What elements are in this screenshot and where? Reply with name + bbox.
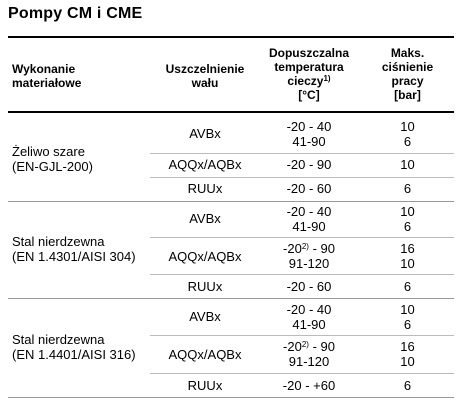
seal-cell: AQQx/AQBx	[168, 347, 242, 362]
group-divider	[8, 298, 454, 299]
pressure-cell: 10 6	[400, 119, 415, 149]
header-seal: Uszczelnienie wału	[165, 62, 245, 90]
header-material: Wykonanie materiałowe	[12, 62, 82, 90]
pressure-cell: 10 6	[400, 204, 415, 234]
header-temperature: Dopuszczalna temperatura cieczy1) [°C]	[268, 46, 349, 102]
temperature-cell: -20 - 40 41-90	[286, 302, 332, 332]
row-divider	[150, 335, 454, 336]
header-pressure: Maks. ciśnienie pracy [bar]	[381, 46, 434, 102]
material-cell: Żeliwo szare (EN-GJL-200)	[12, 144, 93, 174]
pressure-cell: 16 10	[400, 339, 415, 369]
temperature-cell: -20 - 60	[286, 181, 332, 196]
pressure-cell: 6	[403, 378, 412, 393]
temperature-cell: -20 - 40 41-90	[286, 204, 332, 234]
row-divider	[150, 274, 454, 275]
temperature-cell: -202) - 90 91-120	[283, 339, 335, 369]
temperature-cell: -20 - 40 41-90	[286, 119, 332, 149]
pressure-cell: 10 6	[400, 302, 415, 332]
header-bottom-rule	[8, 111, 454, 113]
seal-cell: RUUx	[187, 181, 223, 196]
row-divider	[150, 237, 454, 238]
seal-cell: AVBx	[189, 211, 221, 226]
temperature-cell: -20 - 60	[286, 279, 332, 294]
seal-cell: AQQx/AQBx	[168, 157, 242, 172]
pressure-cell: 6	[403, 279, 412, 294]
pressure-cell: 16 10	[400, 241, 415, 271]
temperature-cell: -202) - 90 91-120	[283, 241, 335, 271]
temperature-cell: -20 - +60	[282, 378, 336, 393]
page-title: Pompy CM i CME	[8, 5, 143, 22]
group-divider	[8, 201, 454, 202]
row-divider	[150, 373, 454, 374]
material-cell: Stal nierdzewna (EN 1.4301/AISI 304)	[12, 234, 136, 264]
pressure-cell: 6	[403, 181, 412, 196]
seal-cell: AVBx	[189, 126, 221, 141]
table-bottom-rule	[8, 397, 454, 398]
row-divider	[150, 177, 454, 178]
seal-cell: RUUx	[187, 279, 223, 294]
row-divider	[150, 153, 454, 154]
seal-cell: RUUx	[187, 378, 223, 393]
table-top-rule	[8, 36, 454, 38]
temperature-cell: -20 - 90	[286, 157, 332, 172]
seal-cell: AVBx	[189, 309, 221, 324]
pressure-cell: 10	[400, 157, 415, 172]
seal-cell: AQQx/AQBx	[168, 249, 242, 264]
material-cell: Stal nierdzewna (EN 1.4401/AISI 316)	[12, 332, 136, 362]
